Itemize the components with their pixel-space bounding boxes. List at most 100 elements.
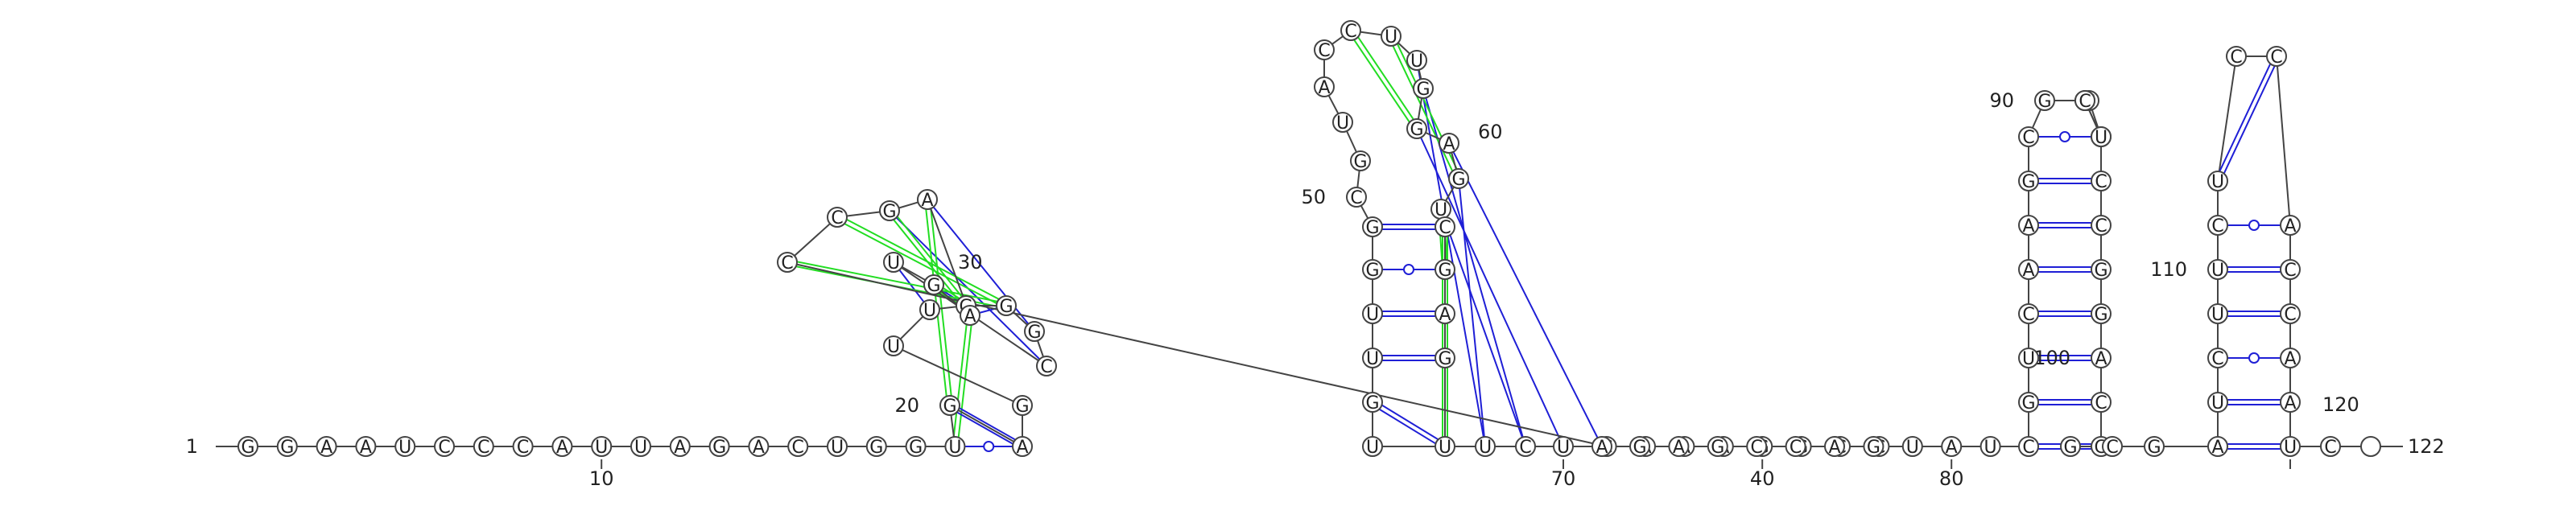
nucleotide-circle [2018, 436, 2039, 457]
nucleotide: A [960, 305, 980, 327]
nucleotide-circle [2207, 348, 2228, 368]
position-label: 80 [1939, 467, 1964, 490]
nucleotide-letter: U [1336, 113, 1349, 134]
nucleotide-circle [1863, 436, 1885, 457]
nucleotide: U [1475, 436, 1496, 458]
nucleotide-circle [2207, 303, 2228, 324]
nucleotide-circle [316, 436, 337, 457]
nucleotide-letter: U [2211, 261, 2224, 281]
nucleotide-circle [1012, 436, 1033, 457]
nucleotide-circle [1448, 168, 1469, 189]
base-pair-line [1370, 403, 1444, 450]
nucleotide-circle [1746, 436, 1768, 457]
nucleotide-letter: A [2022, 216, 2034, 237]
nucleotide-letter: G [1438, 349, 1451, 369]
nucleotide-circle [1435, 436, 1455, 457]
nucleotide-letter: C [781, 253, 793, 274]
nucleotide-letter: U [1385, 27, 1397, 47]
nucleotide-letter: G [2094, 305, 2107, 325]
nucleotide-circle [2018, 392, 2039, 413]
noncanonical-pair-line [956, 315, 973, 447]
nucleotide-letter: G [2063, 438, 2077, 458]
nucleotide: C [2207, 348, 2228, 369]
nucleotide-letter: U [887, 337, 900, 357]
nucleotide-circle [827, 436, 848, 457]
nucleotide: U [1435, 436, 1455, 458]
nucleotide-letter: G [280, 438, 294, 458]
nucleotide: A [669, 436, 691, 458]
base-pair-line [2219, 56, 2280, 183]
nucleotide-circle [2320, 436, 2341, 457]
nucleotide-circle [1362, 303, 1383, 324]
nucleotide: U [944, 436, 966, 458]
nucleotide-letter: A [2095, 349, 2107, 369]
nucleotide-circle [1591, 436, 1612, 457]
nucleotide-circle [1362, 436, 1383, 457]
nucleotide-letter: G [869, 438, 883, 458]
nucleotide-circle [777, 252, 798, 273]
nucleotide-circle [1707, 436, 1728, 457]
nucleotide-circle [2091, 303, 2112, 324]
nucleotide: C [1515, 436, 1536, 458]
nucleotide-letter: C [2022, 128, 2034, 148]
base-pair-line [948, 406, 1022, 450]
nucleotide-circle [591, 436, 613, 457]
nucleotide-circle [2280, 392, 2301, 413]
nucleotide-circle [1036, 356, 1057, 376]
nucleotide-circle [1012, 395, 1033, 416]
nucleotide-letter: A [1596, 438, 1608, 458]
nucleotide-letter: C [1040, 357, 1052, 377]
position-label: 60 [1478, 121, 1503, 143]
nucleotide-letter: A [921, 191, 933, 211]
nucleotide: A [2018, 259, 2039, 281]
nucleotide-circle [355, 436, 377, 457]
nucleotide-letter: A [753, 438, 765, 458]
nucleotide: C [2320, 436, 2341, 458]
nucleotide: C [2074, 90, 2095, 112]
nucleotide-letter: C [1790, 438, 1802, 458]
nucleotide-letter: G [241, 438, 254, 458]
nucleotide-letter: A [1318, 78, 1330, 98]
nucleotide: U [827, 436, 848, 458]
backbone-segment [2276, 56, 2291, 226]
nucleotide: G [1362, 259, 1383, 281]
nucleotide-letter: U [1906, 438, 1919, 458]
nucleotide-circle [1406, 118, 1427, 139]
nucleotide-letter: G [2147, 438, 2161, 458]
nucleotide-circle [2034, 90, 2055, 111]
nucleotide: C [2018, 126, 2039, 148]
nucleotide: G [1024, 321, 1045, 343]
nucleotide-circle [473, 436, 494, 457]
nucleotide: G [2034, 90, 2055, 112]
nucleotide: A [2018, 215, 2039, 237]
tertiary-pair-line [927, 199, 1035, 332]
nucleotide-circle [2091, 392, 2112, 413]
position-label: 70 [1551, 467, 1576, 490]
nucleotide-letter: C [2022, 438, 2034, 458]
nucleotide-circle [1346, 187, 1367, 208]
noncanonical-pair-line [952, 315, 969, 446]
nucleotide: U [1362, 348, 1383, 369]
nucleotide: G [996, 295, 1017, 317]
nucleotide-circle [1314, 76, 1335, 97]
nucleotide-letter: G [1365, 218, 1379, 238]
nucleotide-circle [1629, 436, 1650, 457]
nucleotide-circle [630, 436, 651, 457]
nucleotide-letter: G [999, 297, 1013, 317]
base-pair-line [950, 402, 1024, 446]
nucleotide-circle [827, 207, 848, 228]
nucleotide-circle [1515, 436, 1536, 457]
nucleotide-letter: C [438, 438, 450, 458]
nucleotide-letter: A [674, 438, 686, 458]
nucleotide: U [2207, 171, 2228, 192]
nucleotide: C [512, 436, 534, 458]
noncanonical-pair-line [787, 259, 1007, 305]
nucleotide-letter: G [2021, 393, 2035, 413]
nucleotide-circle [1362, 348, 1383, 368]
nucleotide-circle [939, 395, 960, 416]
nucleotide-letter: G [1353, 152, 1367, 172]
nucleotide-letter: A [360, 438, 372, 458]
nucleotide: A [2280, 392, 2301, 413]
nucleotide-circle [1435, 259, 1455, 280]
nucleotide-letter: U [634, 438, 647, 458]
